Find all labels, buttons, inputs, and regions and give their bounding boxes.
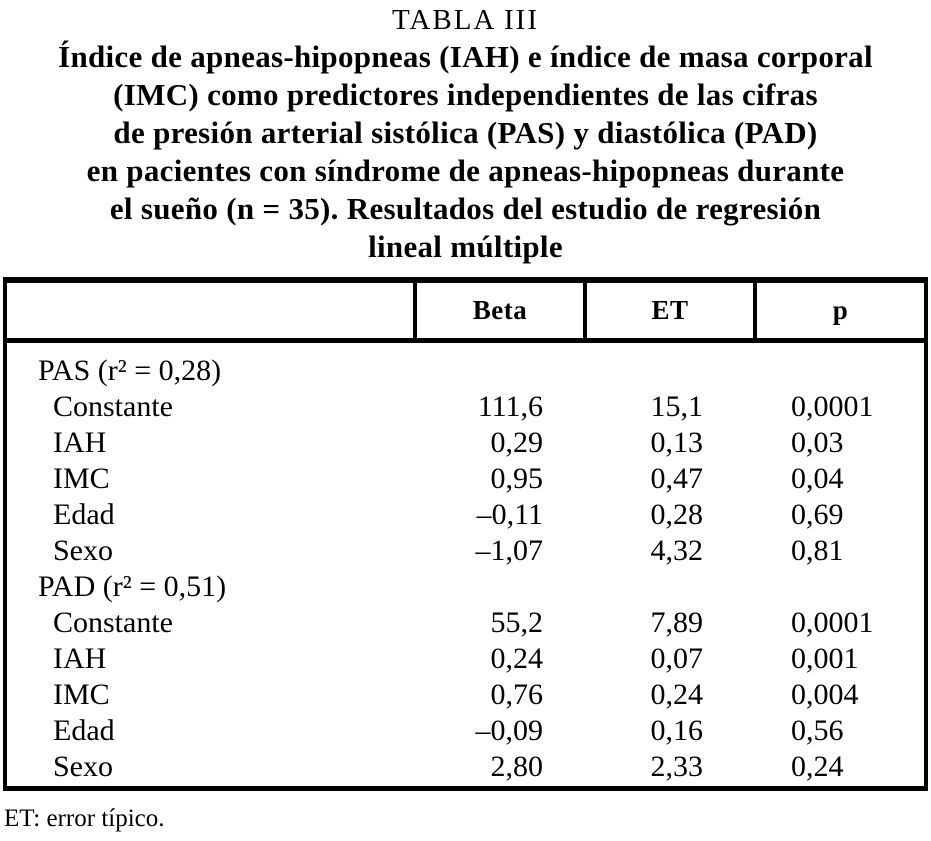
row-label: Edad <box>53 498 115 531</box>
et-value: 4,32 <box>650 534 704 567</box>
table-row: Edad –0,09 0,16 0,56 <box>7 713 924 749</box>
p-value: 0,004 <box>791 678 859 711</box>
table-row: Sexo –1,07 4,32 0,81 <box>7 533 924 569</box>
table-row-section-pad: PAD (r² = 0,51) <box>7 569 924 605</box>
table-footnote: ET: error típico. <box>4 805 165 832</box>
et-value: 7,89 <box>650 606 704 639</box>
p-value: 0,0001 <box>791 390 874 423</box>
p-value: 0,04 <box>791 462 844 495</box>
row-label: IAH <box>53 426 107 459</box>
table-row: Sexo 2,80 2,33 0,24 <box>7 749 924 785</box>
regression-table: Beta ET p PAS (r² = 0,28) Constante 111,… <box>3 277 928 791</box>
table-title-line: (IMC) como predictores independientes de… <box>113 77 818 112</box>
beta-value <box>413 569 583 605</box>
p-value <box>753 353 924 389</box>
p-value: 0,0001 <box>791 606 874 639</box>
row-label: Constante <box>53 606 173 639</box>
beta-value: 2,80 <box>490 750 544 783</box>
table-row: IMC 0,95 0,47 0,04 <box>7 461 924 497</box>
et-value: 0,47 <box>650 462 704 495</box>
table-row: Edad –0,11 0,28 0,69 <box>7 497 924 533</box>
p-value: 0,56 <box>791 714 844 747</box>
row-label: IMC <box>53 678 110 711</box>
table-number-label: TABLA III <box>392 4 539 36</box>
p-value: 0,001 <box>791 642 859 675</box>
column-header-et: ET <box>583 283 753 338</box>
et-value: 0,16 <box>650 714 704 747</box>
beta-value: 111,6 <box>477 390 543 423</box>
et-value <box>583 353 753 389</box>
beta-value: –1,07 <box>475 534 544 567</box>
table-title: Índice de apneas-hipopneas (IAH) e índic… <box>0 38 931 266</box>
p-value: 0,69 <box>791 498 844 531</box>
row-label: IMC <box>53 462 110 495</box>
et-value: 15,1 <box>650 390 704 423</box>
et-value: 2,33 <box>650 750 704 783</box>
beta-value: 0,95 <box>490 462 544 495</box>
row-label: Sexo <box>53 750 113 783</box>
row-label: Edad <box>53 714 115 747</box>
row-label: PAD (r² = 0,51) <box>38 570 227 603</box>
row-label: PAS (r² = 0,28) <box>38 354 222 387</box>
column-header-empty <box>7 283 413 338</box>
table-row: IAH 0,29 0,13 0,03 <box>7 425 924 461</box>
row-label: Sexo <box>53 534 113 567</box>
et-value: 0,24 <box>650 678 704 711</box>
beta-value: 55,2 <box>490 606 544 639</box>
beta-value: –0,09 <box>475 714 544 747</box>
table-title-line: de presión arterial sistólica (PAS) y di… <box>113 115 818 150</box>
beta-value <box>413 353 583 389</box>
column-header-beta: Beta <box>413 283 583 338</box>
table-row-section-pas: PAS (r² = 0,28) <box>7 353 924 389</box>
beta-value: –0,11 <box>476 498 543 531</box>
et-value: 0,13 <box>650 426 704 459</box>
row-label: IAH <box>53 642 107 675</box>
column-header-p: p <box>753 283 924 338</box>
p-value: 0,24 <box>791 750 844 783</box>
table-row: IAH 0,24 0,07 0,001 <box>7 641 924 677</box>
et-value: 0,07 <box>650 642 704 675</box>
table-row: Constante 111,6 15,1 0,0001 <box>7 389 924 425</box>
et-value <box>583 569 753 605</box>
table-title-line: en pacientes con síndrome de apneas-hipo… <box>86 153 845 188</box>
p-value: 0,03 <box>791 426 844 459</box>
row-label: Constante <box>53 390 173 423</box>
p-value <box>753 569 924 605</box>
table-row: Constante 55,2 7,89 0,0001 <box>7 605 924 641</box>
et-value: 0,28 <box>650 498 704 531</box>
beta-value: 0,76 <box>490 678 544 711</box>
beta-value: 0,24 <box>490 642 544 675</box>
table-title-line: lineal múltiple <box>368 229 563 264</box>
beta-value: 0,29 <box>490 426 544 459</box>
title-block: TABLA III Índice de apneas-hipopneas (IA… <box>0 3 931 266</box>
table-row: IMC 0,76 0,24 0,004 <box>7 677 924 713</box>
table-title-line: Índice de apneas-hipopneas (IAH) e índic… <box>58 39 873 74</box>
table-body: PAS (r² = 0,28) Constante 111,6 15,1 0,0… <box>7 343 924 786</box>
table-title-line: el sueño (n = 35). Resultados del estudi… <box>109 191 822 226</box>
table-header-row: Beta ET p <box>7 283 924 343</box>
p-value: 0,81 <box>791 534 844 567</box>
